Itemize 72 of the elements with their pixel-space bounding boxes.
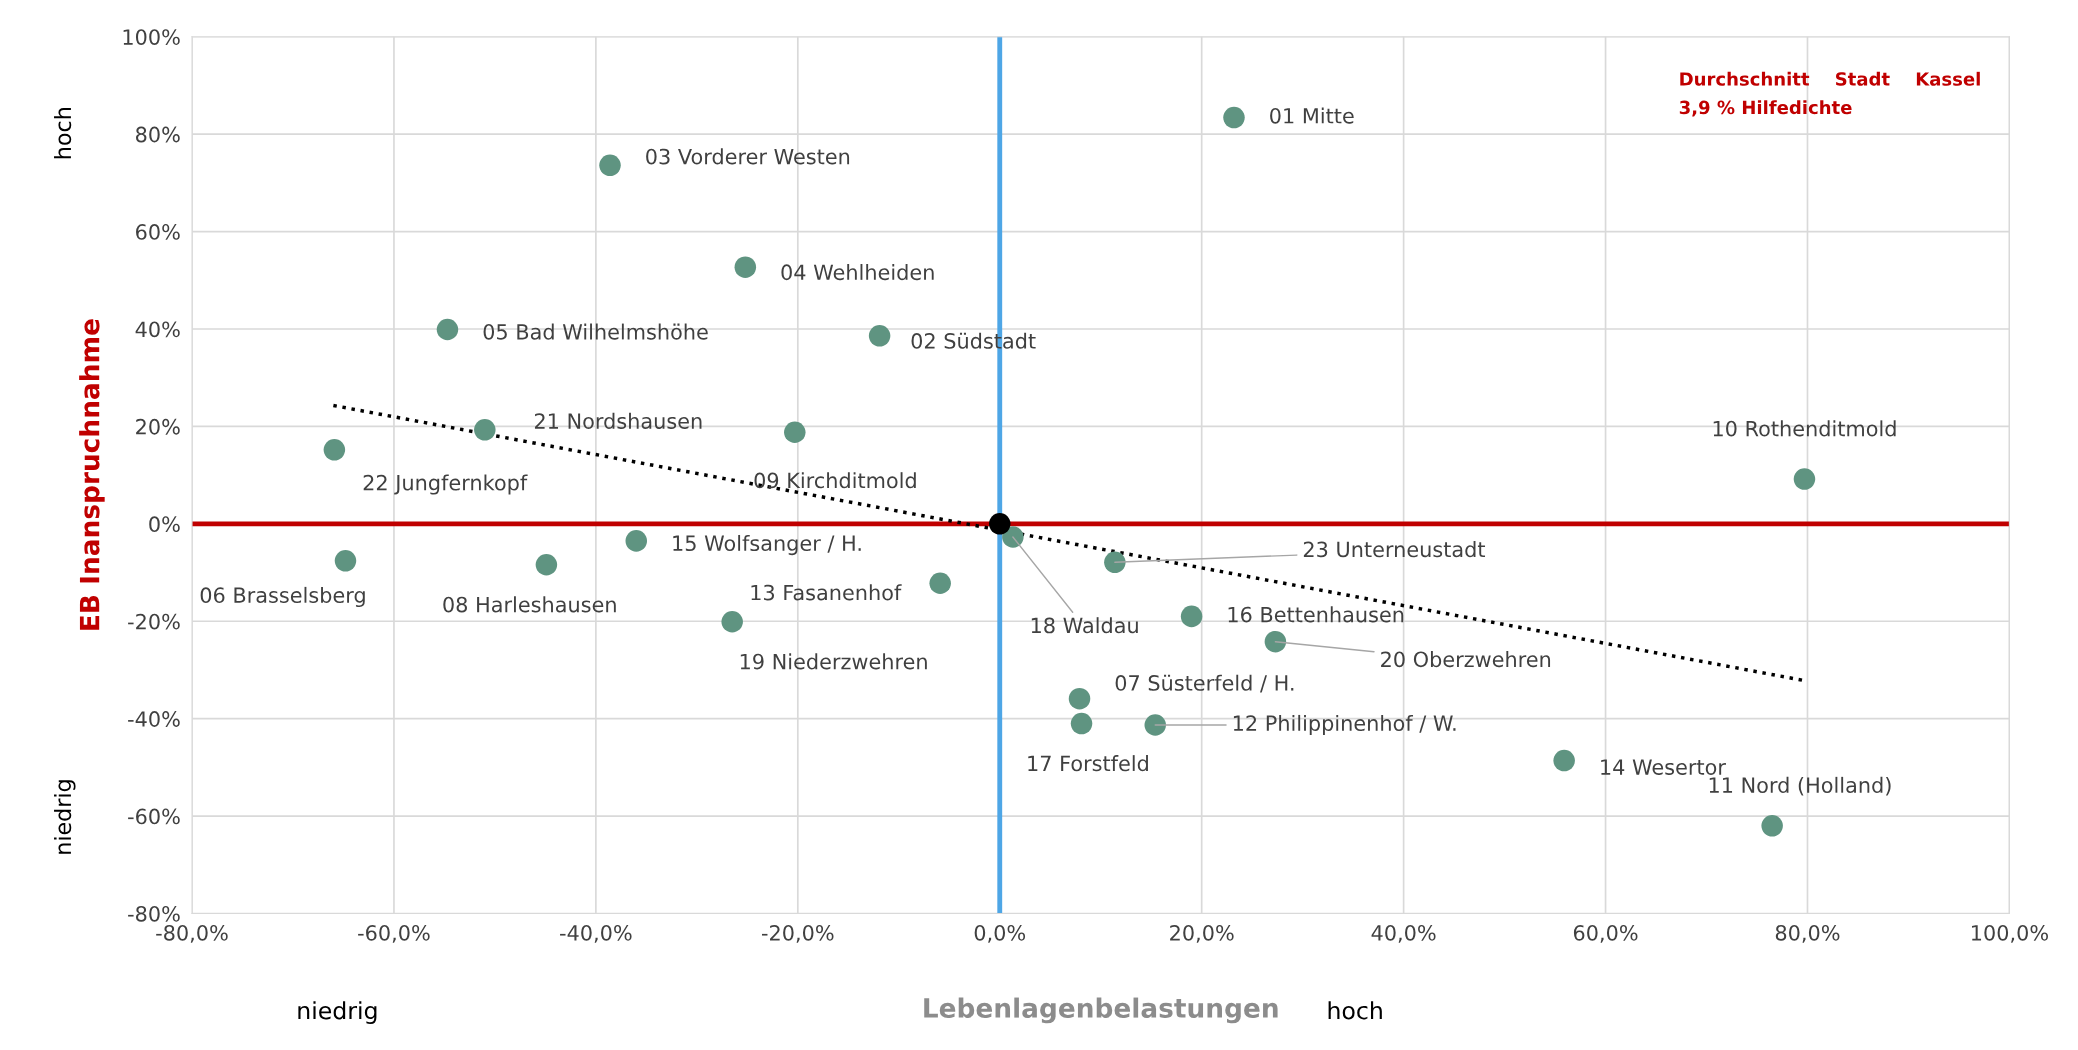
annotation: 12 Philippinenhof / W.	[1233, 714, 1456, 736]
annotation: 21 Nordshausen	[534, 412, 702, 429]
point	[323, 439, 346, 461]
point	[599, 154, 621, 177]
annotation: 09 Kirchditmold	[754, 472, 916, 489]
annotation: 15 Wolfsanger / H.	[673, 534, 861, 556]
annotation: 11 Nord (Holland)	[1709, 776, 1891, 796]
x-tick-label: 80,0%	[1775, 924, 1840, 943]
x-axis-title: Lebenlagenbelastungen	[924, 997, 1278, 1024]
point	[1144, 714, 1166, 736]
point	[1793, 468, 1816, 490]
x-tick-label: 0,0%	[974, 924, 1026, 943]
annotation: 19 Niederzwehren	[740, 653, 927, 670]
point	[721, 610, 743, 633]
annotation: 05 Bad Wilhelmshöhe	[483, 323, 708, 340]
point	[988, 513, 1011, 535]
text: niedrig	[298, 1001, 377, 1025]
x-tick-label: 40,0%	[1371, 924, 1436, 943]
point	[784, 421, 806, 444]
point	[625, 530, 648, 552]
x-tick-label: -40,0%	[560, 924, 632, 943]
annotation: 06 Brasselsberg	[200, 586, 365, 608]
annotation: 10 Rothenditmold	[1713, 420, 1896, 437]
point	[929, 572, 951, 595]
annotation: 07 Süsterfeld / H.	[1115, 674, 1294, 693]
point	[1264, 630, 1287, 653]
annotation: 23 Unterneustadt	[1303, 541, 1486, 558]
x-tick-label: -60,0%	[358, 924, 430, 943]
text: hoch	[54, 108, 72, 159]
point	[1223, 106, 1245, 129]
y-tick-label: 20%	[136, 418, 180, 435]
annotation: 01 Mitte	[1270, 107, 1354, 124]
annotation: 08 Harleshausen	[443, 596, 616, 613]
point	[1761, 815, 1783, 837]
point	[334, 550, 357, 572]
y-tick-label: -80%	[128, 905, 180, 922]
x-tick-label: 20,0%	[1170, 924, 1234, 943]
text: niedrig	[54, 780, 76, 854]
y-tick-label: -40%	[128, 711, 180, 727]
y-axis-title: EB Inanspruchnahme	[79, 319, 105, 630]
annotation: 04 Wehlheiden	[781, 264, 934, 281]
point	[1068, 687, 1091, 710]
y-tick-label: 80%	[136, 126, 180, 143]
y-tick-label: 0%	[149, 516, 180, 533]
point	[1070, 712, 1093, 735]
point	[1553, 749, 1575, 772]
y-tick-label: 60%	[136, 224, 180, 240]
annotation: 14 Wesertor	[1601, 759, 1726, 775]
point	[535, 553, 558, 576]
annotation: 18 Waldau	[1031, 617, 1138, 634]
annotation: 17 Forstfeld	[1028, 755, 1148, 772]
point	[1104, 551, 1126, 574]
point	[734, 256, 757, 278]
annotation: Durchschnitt Stadt Kassel 3,9 % Hilfedichte	[1679, 71, 1980, 117]
x-tick-label: -20,0%	[761, 924, 834, 943]
point	[1180, 605, 1203, 628]
annotation: 13 Fasanenhof	[751, 584, 902, 601]
x-tick-label: 100,0%	[1972, 924, 2048, 943]
annotation: 16 Bettenhausen	[1228, 606, 1404, 623]
annotation: 20 Oberzwehren	[1381, 651, 1551, 668]
text: hoch	[1328, 1001, 1382, 1020]
x-tick-label: 60,0%	[1573, 924, 1638, 943]
annotation: 22 Jungfernkopf	[363, 474, 528, 495]
y-tick-label: -20%	[128, 613, 180, 630]
point	[868, 325, 891, 347]
point	[436, 318, 459, 341]
y-tick-label: -60%	[128, 808, 180, 825]
x-tick-label: -80,0%	[156, 924, 228, 943]
y-tick-label: 100%	[123, 29, 180, 45]
annotation: 03 Vorderer Westen	[646, 148, 850, 165]
y-tick-label: 40%	[135, 321, 180, 338]
point	[474, 419, 496, 441]
